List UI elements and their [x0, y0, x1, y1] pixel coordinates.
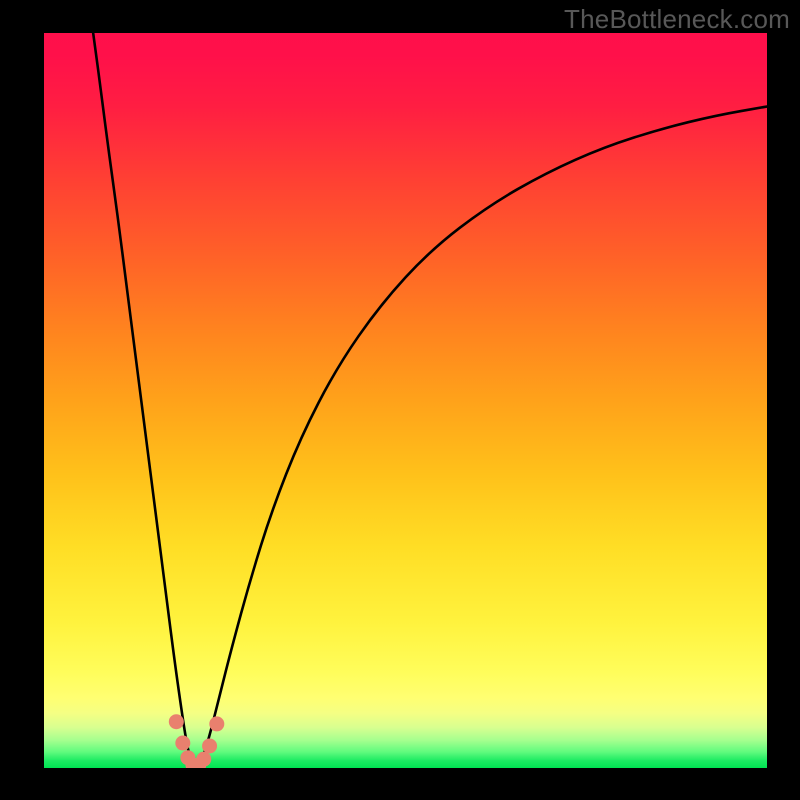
bottleneck-chart: [0, 0, 800, 800]
chart-container: TheBottleneck.com: [0, 0, 800, 800]
marker-dot: [169, 714, 184, 729]
plot-background-gradient: [44, 33, 767, 768]
watermark-text: TheBottleneck.com: [564, 4, 790, 35]
marker-dot: [196, 752, 211, 767]
marker-dot: [175, 736, 190, 751]
marker-dot: [202, 738, 217, 753]
marker-dot: [209, 716, 224, 731]
